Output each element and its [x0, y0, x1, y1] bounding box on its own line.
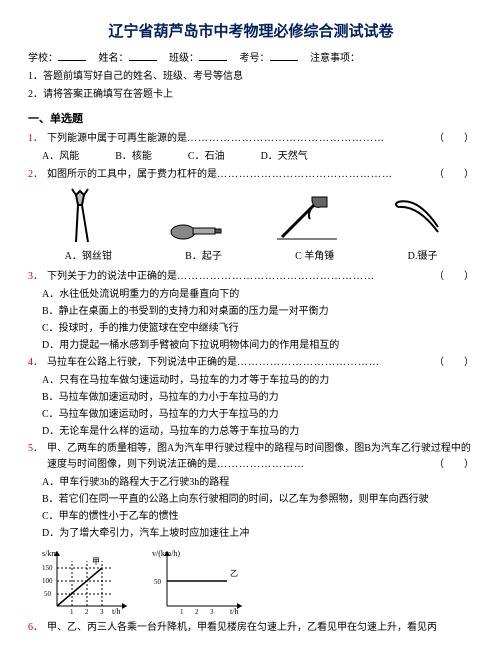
svg-text:1: 1 — [180, 608, 184, 616]
q2-img-screwdriver — [160, 187, 230, 247]
note-1: 1．答题前填写好自己的姓名、班级、考号等信息 — [28, 69, 474, 85]
q2-answer-blank: （ ） — [434, 167, 474, 183]
chart2-ylabel: v/(km/h) — [152, 549, 180, 558]
q3-opt-b: B．静止在桌面上的书受到的支持力和对桌面的压力是一对平衡力 — [42, 304, 474, 320]
q2-label-d: D.镊子 — [408, 249, 438, 265]
svg-text:2: 2 — [195, 608, 199, 616]
svg-text:2: 2 — [85, 608, 89, 616]
chart1-legend: 甲 — [92, 557, 100, 566]
q1-dots: ……………………………………………… — [187, 131, 385, 147]
q5-charts: s/km t/h 50 100 150 1 2 3 甲 — [42, 546, 474, 616]
q4-num: 4． — [28, 355, 43, 371]
q2-dots: ………………………………………… — [217, 167, 393, 183]
q2-label-a: A．钢丝钳 — [65, 249, 112, 265]
question-6: 6． 甲、乙、丙三人各乘一台升降机，甲看见楼房在匀速上升，乙看见甲在匀速上升，看… — [28, 620, 474, 636]
q2-image-labels: A．钢丝钳 B．起子 C 羊角锤 D.镊子 — [28, 249, 474, 265]
q4-stem: 马拉车在公路上行驶，下列说法中正确的是 — [47, 357, 237, 368]
svg-text:50: 50 — [44, 590, 52, 598]
question-5: 5． 甲、乙两车的质量相等，图A为汽车甲行驶过程中的路程与时间图像，图B为汽车乙… — [28, 441, 474, 473]
question-2: 2． 如图所示的工具中，属于费力杠杆的是………………………………………… （ ） — [28, 167, 474, 183]
question-1: 1． 下列能源中属于可再生能源的是……………………………………………… （ ） — [28, 131, 474, 147]
q1-answer-blank: （ ） — [434, 131, 474, 147]
q3-stem: 下列关于力的说法中正确的是 — [47, 271, 177, 282]
q4-opt-b: B．马拉车做加速运动时，马拉车的力小于车拉马的力 — [42, 390, 474, 406]
q1-opt-b: B．核能 — [115, 149, 152, 165]
q4-opt-d: D．无论车是什么样的运动，马拉车的力总等于车拉马的力 — [42, 424, 474, 440]
q5-opt-d: D．为了增大牵引力，汽车上坡时应加速往上冲 — [42, 526, 474, 542]
section-1-title: 一、单选题 — [28, 111, 474, 129]
name-label: 姓名： — [99, 53, 129, 64]
q2-num: 2． — [28, 167, 43, 183]
notes-label: 注意事项： — [310, 53, 360, 64]
q1-options: A．风能 B．核能 C．石油 D．天然气 — [42, 149, 474, 165]
chart2-legend: 乙 — [230, 569, 238, 578]
q6-stem: 甲、乙、丙三人各乘一台升降机，甲看见楼房在匀速上升，乙看见甲在匀速上升，看见丙 — [47, 622, 437, 633]
q1-opt-d: D．天然气 — [261, 149, 308, 165]
question-3: 3． 下列关于力的说法中正确的是……………………………………………… （ ） — [28, 269, 474, 285]
q5-dots: …………………… — [217, 457, 305, 473]
q1-opt-a: A．风能 — [42, 149, 79, 165]
q2-img-pliers — [49, 187, 119, 247]
q3-opt-a: A．水往低处流说明重力的方向是垂直向下的 — [42, 287, 474, 303]
q1-opt-c: C．石油 — [188, 149, 225, 165]
student-info-line: 学校： 姓名： 班级： 考号： 注意事项： — [28, 50, 474, 67]
chart1-ylabel: s/km — [42, 549, 58, 558]
q4-opt-c: C．马拉车做加速运动时，马拉车的力大于车拉马的力 — [42, 407, 474, 423]
chart1-xlabel: t/h — [112, 607, 120, 616]
chart2-xlabel: t/h — [230, 607, 238, 616]
exam-label: 考号： — [240, 53, 270, 64]
q1-stem: 下列能源中属于可再生能源的是 — [47, 133, 187, 144]
q1-num: 1． — [28, 131, 43, 147]
q4-dots: ………………………………… — [237, 355, 380, 371]
svg-text:150: 150 — [42, 564, 53, 572]
svg-text:100: 100 — [42, 577, 53, 585]
q5-answer-blank: （ ） — [434, 457, 474, 473]
q5-opt-b: B．若它们在同一平直的公路上向东行驶相同的时间，以乙车为参照物，则甲车向西行驶 — [42, 492, 474, 508]
q2-images — [28, 187, 474, 247]
q3-num: 3． — [28, 269, 43, 285]
q2-img-hammer — [272, 187, 342, 247]
q5-opt-c: C．甲车的惯性小于乙车的惯性 — [42, 509, 474, 525]
q5-opt-a: A．甲车行驶3h的路程大于乙行驶3h的路程 — [42, 475, 474, 491]
q5-chart-a: s/km t/h 50 100 150 1 2 3 甲 — [42, 546, 132, 616]
q2-img-tweezers — [383, 187, 453, 247]
exam-title: 辽宁省葫芦岛市中考物理必修综合测试试卷 — [28, 20, 474, 44]
q3-opt-d: D．用力提起一桶水感到手臂被向下拉说明物体间力的作用是相互的 — [42, 338, 474, 354]
q3-opt-c: C．投球时，手的推力使篮球在空中继续飞行 — [42, 321, 474, 337]
question-4: 4． 马拉车在公路上行驶，下列说法中正确的是………………………………… （ ） — [28, 355, 474, 371]
q3-dots: ……………………………………………… — [177, 269, 375, 285]
svg-text:3: 3 — [210, 608, 214, 616]
school-label: 学校： — [28, 53, 58, 64]
q4-opt-a: A．只有在马拉车做匀速运动时，马拉车的力才等于车拉马的的力 — [42, 373, 474, 389]
q2-label-c: C 羊角锤 — [295, 249, 334, 265]
q5-num: 5． — [28, 441, 43, 473]
q4-answer-blank: （ ） — [434, 355, 474, 371]
svg-text:50: 50 — [154, 578, 162, 586]
q3-answer-blank: （ ） — [434, 269, 474, 285]
svg-text:3: 3 — [100, 608, 104, 616]
svg-text:1: 1 — [70, 608, 74, 616]
note-2: 2．请将答案正确填写在答题卡上 — [28, 87, 474, 103]
q5-chart-b: v/(km/h) t/h 50 1 2 3 乙 — [152, 546, 242, 616]
exam-page: 辽宁省葫芦岛市中考物理必修综合测试试卷 学校： 姓名： 班级： 考号： 注意事项… — [0, 0, 502, 649]
q6-num: 6． — [28, 620, 43, 636]
q2-label-b: B．起子 — [185, 249, 222, 265]
q2-stem: 如图所示的工具中，属于费力杠杆的是 — [47, 169, 217, 180]
class-label: 班级： — [169, 53, 199, 64]
